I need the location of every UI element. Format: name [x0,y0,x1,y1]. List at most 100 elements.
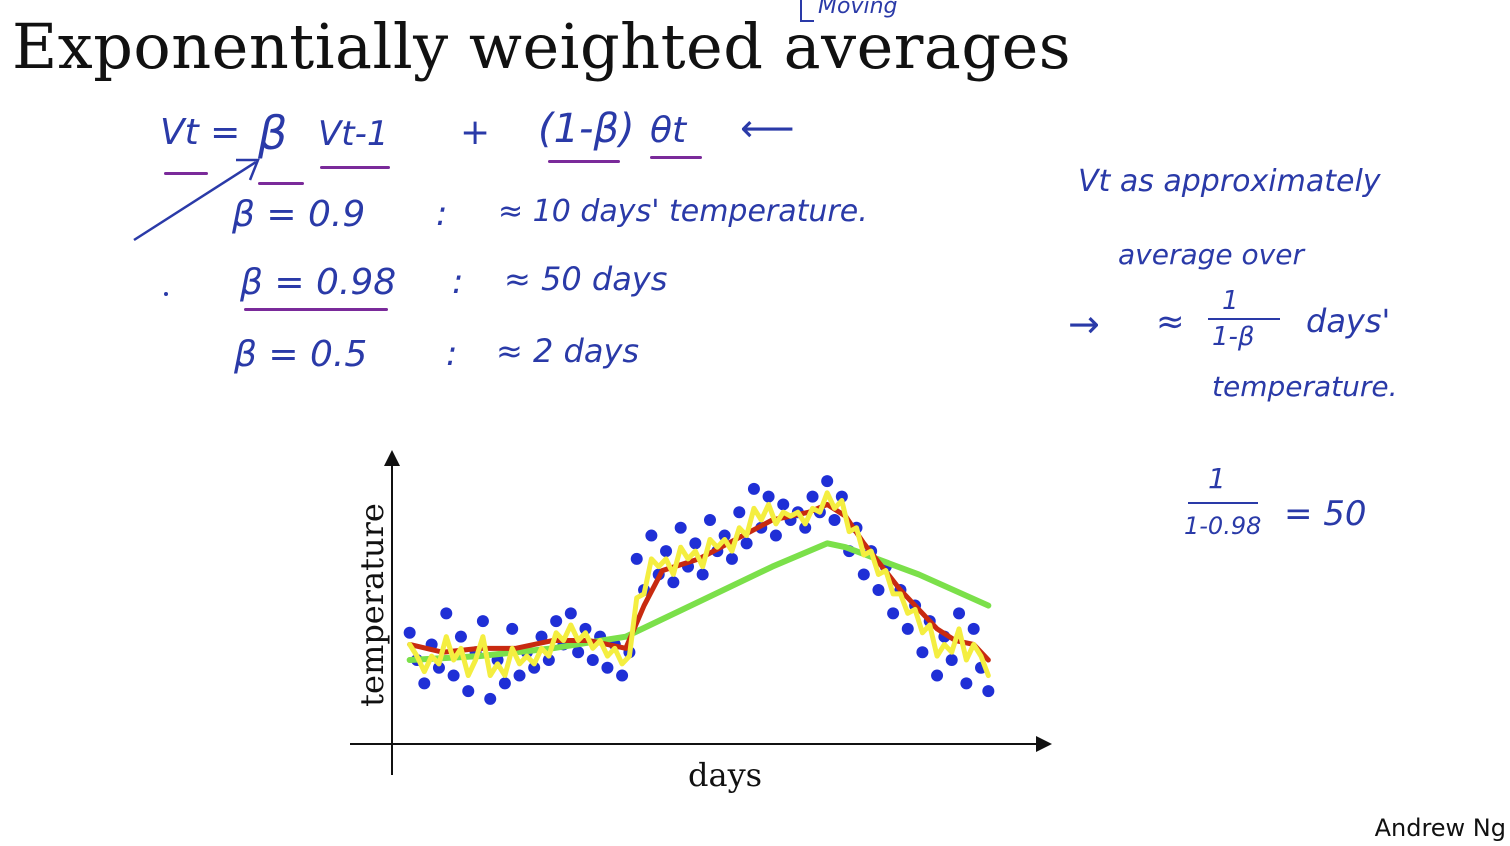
raw-point-11 [484,692,497,705]
example-sep-0-9: : [436,194,448,234]
raw-point-68 [901,622,914,635]
example-beta-0-9: β = 0.9 [232,194,366,235]
underline-one-minus-beta [548,160,620,163]
example-result-0-5: ≈ 2 days [496,332,640,370]
moving-annotation: Moving [818,0,898,19]
calc-den: 1-0.98 [1184,512,1262,540]
raw-point-13 [498,677,511,690]
raw-point-25 [586,654,599,666]
raw-point-64 [872,584,885,596]
example-beta-0-5: β = 0.5 [234,334,368,375]
example-sep-0-98: : [452,262,464,302]
raw-point-19 [542,654,555,666]
raw-point-79 [982,685,995,698]
raw-point-0 [403,626,416,639]
plot-layer [403,475,995,705]
example-sep-0-5: : [446,334,458,374]
slide-title: Exponentially weighted averages [12,10,1072,83]
raw-point-35 [660,545,673,558]
raw-point-37 [674,521,687,534]
raw-point-51 [777,498,790,511]
raw-point-2 [418,677,431,690]
raw-point-14 [506,622,519,635]
underline-beta [258,182,304,185]
raw-point-77 [967,622,980,635]
raw-point-66 [887,607,900,620]
raw-point-10 [476,615,489,628]
raw-point-5 [440,607,453,620]
raw-point-39 [689,537,702,550]
series-line-beta-0-9 [407,501,991,663]
raw-point-8 [462,685,475,698]
beta-pointer-arrowhead [236,158,260,181]
note-line-2: average over [1118,238,1304,271]
underline-theta [650,156,702,159]
formula-one-minus-beta: (1-β) [538,106,635,152]
underline-vt [164,172,208,175]
note-frac-num: 1 [1222,286,1239,316]
moving-annotation-bracket [800,0,814,22]
note-arrow: → [1068,302,1100,346]
y-axis-label: temperature [353,503,391,707]
raw-point-49 [762,490,775,503]
y-axis-arrowhead [384,450,400,466]
calc-num: 1 [1208,462,1226,495]
raw-point-22 [564,607,577,620]
raw-point-31 [630,552,643,565]
raw-point-72 [931,669,944,682]
calc-result: = 50 [1284,494,1367,534]
raw-point-24 [579,622,592,635]
author-name: Andrew Ng [1374,814,1506,842]
raw-point-50 [769,529,782,542]
raw-point-6 [447,669,460,682]
underline-beta-0-98 [244,308,388,311]
raw-point-74 [945,654,958,666]
note-days: days' [1306,302,1391,340]
raw-point-62 [857,568,870,581]
raw-point-18 [535,630,548,643]
note-frac-den: 1-β [1212,322,1255,352]
raw-point-76 [960,677,973,690]
raw-point-43 [718,529,731,542]
raw-point-20 [550,615,563,628]
raw-point-4 [432,661,445,674]
raw-point-47 [747,482,760,495]
raw-point-40 [696,568,709,581]
note-approx: ≈ [1156,302,1185,342]
raw-point-7 [454,630,467,643]
raw-point-36 [667,576,680,589]
raw-point-59 [835,490,848,503]
raw-point-75 [953,607,966,620]
raw-point-55 [806,490,819,503]
raw-point-58 [828,514,841,526]
raw-point-15 [513,669,526,682]
note-line-1: Vt as approximately [1078,164,1381,199]
formula-arrow: ⟵ [740,106,795,150]
raw-point-17 [528,661,541,674]
raw-point-41 [703,514,716,526]
x-axis-arrowhead [1036,736,1052,752]
formula-beta: β [258,106,288,160]
series-line-beta-0-5 [407,490,991,679]
formula-lhs: Vt = [160,112,241,153]
calc-frac-bar [1188,502,1258,504]
raw-point-46 [740,537,753,550]
raw-point-23 [572,646,585,659]
raw-point-57 [821,475,834,488]
beta-pointer-arrow [133,160,257,242]
formula-v-prev: Vt-1 [318,114,389,154]
stray-dot [164,292,168,296]
raw-point-45 [733,506,746,519]
raw-point-27 [601,661,614,674]
example-result-0-98: ≈ 50 days [504,260,668,298]
example-result-0-9: ≈ 10 days' temperature. [498,194,868,229]
note-frac-bar [1208,318,1280,320]
raw-point-54 [799,521,812,534]
x-axis-label: days [688,756,763,794]
raw-point-33 [645,529,658,542]
underline-vprev [320,166,390,169]
formula-theta: θt [650,110,687,151]
formula-plus: + [460,112,491,153]
example-beta-0-98: β = 0.98 [240,262,397,303]
